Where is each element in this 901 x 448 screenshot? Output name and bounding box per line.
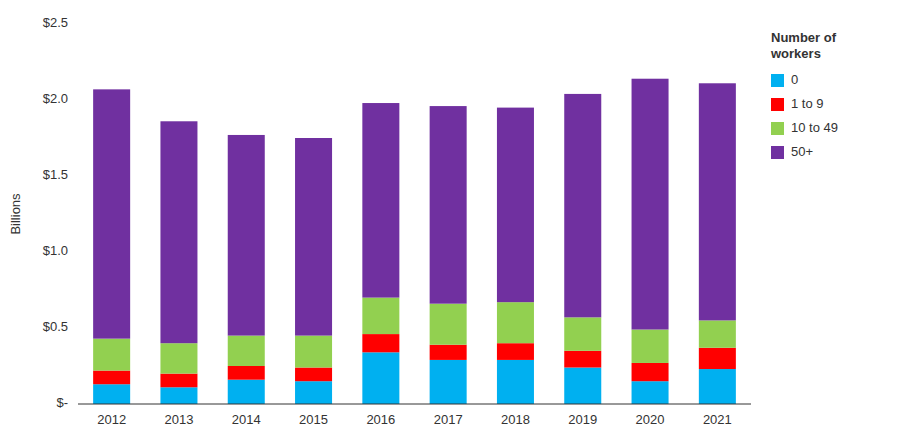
bar-segment bbox=[295, 368, 332, 382]
bar-segment bbox=[564, 317, 601, 350]
bar-segment bbox=[564, 351, 601, 368]
legend-label: 0 bbox=[791, 72, 798, 87]
x-tick-label: 2021 bbox=[703, 412, 732, 427]
y-tick-label: $1.5 bbox=[43, 167, 68, 182]
x-tick-label: 2016 bbox=[366, 412, 395, 427]
bar-segment bbox=[228, 135, 265, 336]
bar-segment bbox=[93, 384, 130, 404]
x-tick-label: 2014 bbox=[232, 412, 261, 427]
y-tick-label: $- bbox=[56, 395, 68, 410]
bar-segment bbox=[699, 320, 736, 347]
bar-segment bbox=[362, 352, 399, 404]
legend-swatch bbox=[771, 74, 784, 87]
bar-segment bbox=[497, 360, 534, 404]
legend-label: 50+ bbox=[791, 144, 813, 159]
y-axis-label: Billions bbox=[8, 193, 23, 235]
bar-segment bbox=[497, 343, 534, 360]
x-tick-label: 2018 bbox=[501, 412, 530, 427]
legend-label: 10 to 49 bbox=[791, 120, 838, 135]
legend: Number ofworkers 0 1 to 9 10 to 49 50+ bbox=[770, 30, 838, 159]
bar-segment bbox=[699, 348, 736, 369]
bar-segment bbox=[699, 369, 736, 404]
y-axis: $- $0.5 $1.0 $1.5 $2.0 $2.5 bbox=[43, 15, 68, 410]
bar-segment bbox=[160, 374, 197, 388]
bar-segment bbox=[362, 334, 399, 352]
bar-segment bbox=[430, 360, 467, 404]
x-tick-label: 2020 bbox=[636, 412, 665, 427]
x-tick-label: 2013 bbox=[164, 412, 193, 427]
bars bbox=[93, 79, 736, 404]
y-tick-label: $2.5 bbox=[43, 15, 68, 30]
legend-title: Number ofworkers bbox=[770, 30, 837, 61]
x-tick-label: 2015 bbox=[299, 412, 328, 427]
legend-swatch bbox=[771, 146, 784, 159]
x-axis: 2012 2013 2014 2015 2016 2017 2018 2019 2020 2021 bbox=[97, 412, 732, 427]
legend-swatch bbox=[771, 122, 784, 135]
bar-segment bbox=[228, 380, 265, 404]
bar-segment bbox=[228, 366, 265, 380]
bar-segment bbox=[430, 345, 467, 360]
y-tick-label: $1.0 bbox=[43, 243, 68, 258]
bar-segment bbox=[699, 83, 736, 320]
bar-segment bbox=[93, 339, 130, 371]
x-tick-label: 2017 bbox=[434, 412, 463, 427]
bar-segment bbox=[295, 336, 332, 368]
bar-segment bbox=[632, 79, 669, 330]
bar-segment bbox=[93, 371, 130, 385]
bar-segment bbox=[160, 121, 197, 343]
bar-segment bbox=[564, 94, 601, 317]
bar-segment bbox=[632, 381, 669, 404]
bar-segment bbox=[497, 108, 534, 303]
bar-segment bbox=[632, 363, 669, 381]
chart-svg: $-$0.5$1.0$1.5$2.0$2.5Billions2012201320… bbox=[0, 0, 901, 448]
bar-segment bbox=[93, 89, 130, 338]
chart-container: $-$0.5$1.0$1.5$2.0$2.5Billions2012201320… bbox=[0, 0, 901, 448]
bar-segment bbox=[362, 298, 399, 334]
legend-label: 1 to 9 bbox=[791, 96, 824, 111]
bar-segment bbox=[430, 304, 467, 345]
bar-segment bbox=[632, 330, 669, 363]
bar-segment bbox=[362, 103, 399, 298]
x-tick-label: 2012 bbox=[97, 412, 126, 427]
bar-segment bbox=[160, 343, 197, 373]
bar-segment bbox=[228, 336, 265, 366]
x-tick-label: 2019 bbox=[568, 412, 597, 427]
x-axis-line bbox=[78, 404, 751, 405]
bar-segment bbox=[430, 106, 467, 304]
y-tick-label: $2.0 bbox=[43, 91, 68, 106]
bar-segment bbox=[295, 381, 332, 404]
bar-segment bbox=[497, 302, 534, 343]
bar-segment bbox=[295, 138, 332, 336]
legend-swatch bbox=[771, 98, 784, 111]
bar-segment bbox=[564, 368, 601, 404]
y-tick-label: $0.5 bbox=[43, 319, 68, 334]
bar-segment bbox=[160, 387, 197, 404]
